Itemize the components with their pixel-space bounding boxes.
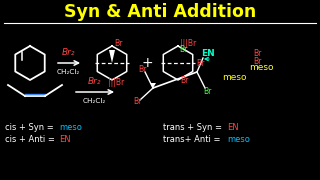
Text: |||Br: |||Br	[180, 39, 196, 48]
Text: Br: Br	[196, 60, 204, 69]
Text: CH₂Cl₂: CH₂Cl₂	[82, 98, 106, 104]
Text: cis + Anti =: cis + Anti =	[5, 136, 58, 145]
Text: meso: meso	[227, 136, 250, 145]
Text: +: +	[141, 56, 153, 70]
Polygon shape	[150, 83, 156, 88]
Text: trans+ Anti =: trans+ Anti =	[163, 136, 223, 145]
Text: Br: Br	[114, 39, 122, 48]
Text: meso: meso	[249, 64, 274, 73]
Text: meso: meso	[222, 73, 246, 82]
Text: Br: Br	[203, 87, 211, 96]
Text: Br: Br	[133, 98, 141, 107]
Text: |||Br: |||Br	[108, 78, 124, 87]
Text: Br: Br	[180, 76, 188, 85]
Text: CH₂Cl₂: CH₂Cl₂	[56, 69, 80, 75]
Text: Br₂: Br₂	[87, 77, 101, 86]
Text: cis + Syn =: cis + Syn =	[5, 123, 56, 132]
Text: Syn & Anti Addition: Syn & Anti Addition	[64, 3, 256, 21]
Text: Br₂: Br₂	[61, 48, 75, 57]
Text: Br: Br	[138, 66, 146, 75]
Text: Br: Br	[253, 57, 261, 66]
Polygon shape	[109, 50, 115, 63]
Text: EN: EN	[201, 48, 215, 57]
Text: Br: Br	[179, 46, 187, 55]
Text: EN: EN	[59, 136, 71, 145]
Text: Br: Br	[253, 50, 261, 59]
Text: trans + Syn =: trans + Syn =	[163, 123, 225, 132]
Text: meso: meso	[59, 123, 82, 132]
Text: EN: EN	[227, 123, 239, 132]
